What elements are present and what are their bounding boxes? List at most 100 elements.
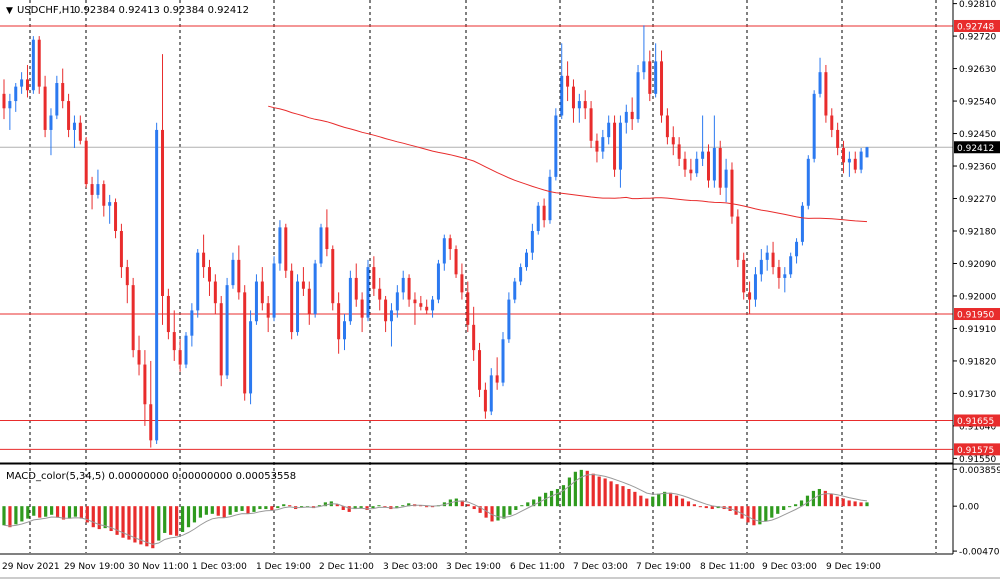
macd-histogram-bar	[663, 491, 667, 507]
candle-body	[748, 292, 752, 300]
x-tick-label: 9 Dec 19:00	[826, 562, 881, 572]
candle-body	[706, 151, 710, 181]
candle-body	[460, 274, 464, 293]
candle-body	[542, 205, 546, 221]
candle-body	[407, 277, 411, 300]
candle-body	[654, 61, 658, 94]
macd-histogram-bar	[317, 505, 322, 507]
candle-body	[119, 231, 123, 268]
macd-histogram-bar	[853, 501, 857, 507]
y-tick-label: 0.92180	[959, 228, 996, 238]
candle-body	[78, 122, 82, 141]
current-price-tag-text: 0.92412	[957, 144, 994, 154]
candle-body	[372, 267, 376, 289]
x-tick-label: 7 Dec 19:00	[636, 562, 691, 572]
candle-body	[90, 184, 94, 195]
candle-body	[830, 115, 834, 130]
y-tick-label: 0.92090	[959, 260, 996, 270]
macd-histogram-bar	[758, 506, 762, 525]
candle-body	[55, 83, 59, 116]
triangle-down-icon[interactable]: ▼	[6, 6, 13, 16]
macd-histogram-bar	[544, 492, 548, 507]
candle-body	[243, 292, 247, 394]
candle-body	[354, 277, 358, 300]
macd-histogram-bar	[288, 505, 292, 507]
macd-histogram-bar	[252, 506, 256, 512]
macd-histogram-bar	[246, 506, 250, 514]
macd-histogram-bar	[133, 506, 137, 543]
macd-histogram-bar	[585, 470, 589, 507]
macd-histogram-bar	[674, 495, 679, 507]
macd-histogram-bar	[847, 500, 851, 507]
candle-body	[865, 147, 869, 158]
moving-average	[268, 105, 868, 223]
candle-body	[96, 184, 100, 195]
macd-histogram-bar	[2, 506, 6, 526]
macd-histogram-bar	[383, 506, 387, 508]
macd-histogram-bar	[347, 506, 351, 512]
candle-body	[425, 306, 429, 311]
macd-histogram-bar	[591, 473, 595, 507]
candle-body	[454, 249, 458, 275]
level-price-tag-text: 0.91950	[957, 311, 994, 321]
y-tick-label: 0.92540	[959, 98, 996, 108]
macd-histogram-bar	[841, 498, 845, 507]
candle-body	[431, 299, 435, 311]
macd-histogram-bar	[50, 506, 54, 515]
macd-histogram-bar	[91, 506, 95, 528]
macd-histogram-bar	[746, 506, 750, 523]
candle-body	[771, 252, 775, 268]
macd-histogram-bar	[270, 506, 274, 510]
candle-body	[519, 267, 523, 282]
macd-label: MACD_color(5,34,5) 0.00000000 0.00000000…	[6, 471, 296, 482]
candle-body	[301, 281, 305, 289]
candle-body	[389, 310, 393, 322]
candle-body	[14, 86, 18, 102]
macd-panel	[2, 469, 869, 549]
candle-body	[759, 259, 763, 275]
candle-body	[366, 267, 370, 318]
candle-body	[489, 375, 493, 412]
macd-histogram-bar	[710, 506, 714, 510]
macd-histogram-bar	[73, 506, 78, 517]
price-labels: 0.92748 0.91950 0.91655 0.91575 0.92412	[954, 19, 1000, 456]
candle-body	[560, 75, 564, 116]
candle-body	[660, 61, 664, 116]
macd-histogram-bar	[258, 506, 262, 510]
y-tick-label: 0.92720	[959, 33, 996, 43]
x-tick-label: 8 Dec 11:00	[700, 562, 755, 572]
macd-histogram-bar	[668, 492, 673, 507]
macd-histogram-bar	[401, 505, 405, 507]
candle-body	[824, 72, 828, 116]
candle-body	[724, 169, 728, 188]
candle-body	[143, 364, 147, 405]
x-tick-label: 3 Dec 03:00	[383, 562, 438, 572]
candle-body	[131, 285, 135, 351]
candle-body	[736, 216, 740, 260]
macd-histogram-bar	[121, 506, 125, 538]
candle-body	[278, 227, 282, 264]
candle-body	[266, 303, 270, 318]
macd-histogram-bar	[139, 506, 143, 545]
macd-histogram-bar	[514, 506, 518, 510]
macd-histogram-bar	[508, 506, 512, 515]
macd-histogram-bar	[32, 506, 36, 516]
candle-body	[178, 350, 182, 365]
macd-histogram-bar	[770, 506, 774, 518]
macd-histogram-bar	[341, 506, 345, 510]
candle-body	[196, 252, 200, 311]
candle-body	[25, 79, 29, 91]
macd-histogram-bar	[276, 506, 280, 509]
candle-body	[61, 83, 65, 102]
y-tick-label: 0.91730	[959, 390, 996, 400]
candle-body	[84, 140, 88, 185]
macd-histogram-bar	[704, 506, 708, 509]
macd-histogram-bar	[615, 484, 619, 507]
macd-histogram-bar	[603, 478, 607, 507]
candle-body	[67, 101, 71, 130]
time-axis-bg	[0, 555, 1000, 581]
candle-body	[636, 72, 640, 120]
candle-body	[730, 169, 734, 217]
